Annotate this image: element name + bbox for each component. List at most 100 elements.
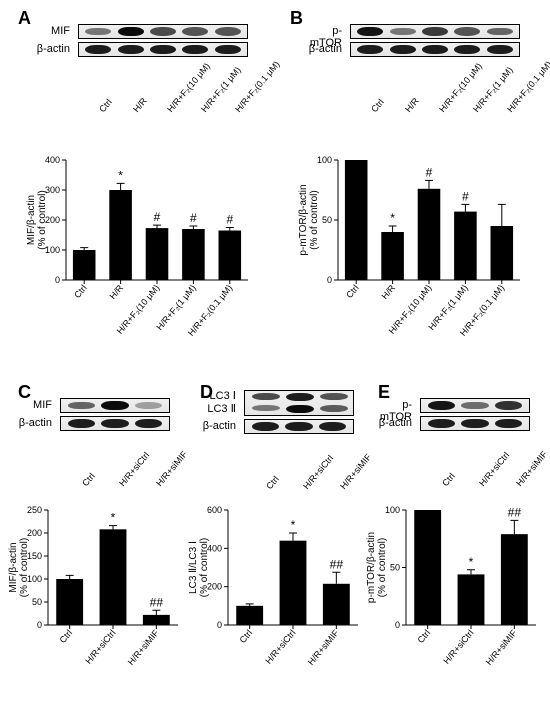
band: [182, 27, 208, 35]
svg-text:0: 0: [327, 275, 332, 285]
band: [118, 27, 144, 37]
band: [428, 401, 455, 411]
blot-strip: [350, 24, 520, 39]
band: [422, 45, 448, 54]
svg-text:0: 0: [37, 620, 42, 630]
band: [495, 419, 522, 428]
bar-chart: 050100150200250MIF/β-actin(% of control)…: [8, 498, 186, 703]
lane-labels: CtrlH/R+siCtrlH/R+siMIF: [244, 439, 354, 495]
blot-label: β-actin: [302, 43, 346, 55]
blot-label: LC3 Ⅱ: [200, 402, 240, 415]
lane-label: H/R+siMIF: [154, 449, 189, 488]
svg-text:Ctrl: Ctrl: [238, 628, 255, 645]
blot-label: β-actin: [30, 43, 74, 55]
bar-chart: 0100200300400MIF/β-actin(% of control)Ct…: [26, 148, 256, 358]
svg-text:##: ##: [330, 557, 344, 571]
svg-text:*: *: [111, 511, 116, 525]
bar: [219, 231, 242, 281]
blot-label: LC3 Ⅰ: [200, 389, 240, 402]
lane-label: H/R+siMIF: [338, 452, 373, 491]
band: [85, 45, 111, 54]
lane-label: H/R: [131, 96, 149, 114]
bar-chart: 050100p-mTOR/β-actin(% of control)Ctrl*H…: [366, 498, 544, 703]
svg-text:50: 50: [390, 563, 400, 573]
lane-labels: CtrlH/RH/R+F₂(10 μM)H/R+F₂(1 μM)H/R+F₂(0…: [78, 62, 248, 118]
svg-text:#: #: [190, 211, 197, 225]
blot-label: MIF: [30, 25, 74, 37]
bar-chart: 0200400600LC3 Ⅱ/LC3 Ⅰ(% of control)Ctrl*…: [188, 498, 366, 703]
svg-text:Ctrl: Ctrl: [344, 283, 361, 300]
lane-label: H/R+siCtrl: [117, 450, 151, 488]
svg-text:0: 0: [55, 275, 60, 285]
svg-text:H/R: H/R: [380, 282, 398, 301]
band: [286, 393, 313, 401]
svg-text:0: 0: [395, 620, 400, 630]
band: [454, 45, 480, 54]
svg-text:250: 250: [27, 505, 42, 515]
svg-text:*: *: [118, 168, 123, 182]
blot-label: β-actin: [196, 420, 240, 432]
band: [422, 27, 448, 36]
band: [285, 422, 312, 431]
svg-text:MIF/β-actin(% of control): MIF/β-actin(% of control): [26, 190, 48, 249]
band: [454, 27, 480, 35]
band: [461, 419, 488, 428]
bar: [381, 232, 404, 280]
bar: [73, 250, 96, 280]
lane-label: Ctrl: [264, 474, 281, 491]
lane-label: Ctrl: [440, 471, 457, 488]
band: [135, 419, 162, 428]
svg-text:Ctrl: Ctrl: [58, 628, 75, 645]
blot-strip: [78, 42, 248, 57]
band: [487, 45, 513, 54]
lane-labels: CtrlH/RH/R+F₂(10 μM)H/R+F₂(1 μM)H/R+F₂(0…: [350, 62, 520, 118]
svg-text:*: *: [469, 555, 474, 569]
lane-labels: CtrlH/R+siCtrlH/R+siMIF: [420, 436, 530, 492]
svg-text:H/R+siMIF: H/R+siMIF: [306, 627, 341, 667]
bar: [491, 226, 514, 280]
svg-text:100: 100: [317, 155, 332, 165]
svg-text:##: ##: [150, 595, 164, 609]
svg-text:*: *: [390, 211, 395, 225]
band: [118, 45, 144, 54]
svg-text:H/R+siMIF: H/R+siMIF: [484, 627, 519, 667]
svg-text:50: 50: [322, 215, 332, 225]
blot-label: β-actin: [12, 417, 56, 429]
blot-label: β-actin: [372, 417, 416, 429]
band: [252, 405, 279, 411]
blot-label: MIF: [12, 399, 56, 411]
svg-text:400: 400: [45, 155, 60, 165]
svg-text:#: #: [426, 165, 433, 179]
svg-text:H/R+siMIF: H/R+siMIF: [126, 627, 161, 667]
svg-text:H/R+siCtrl: H/R+siCtrl: [441, 628, 475, 666]
band: [357, 27, 383, 37]
svg-text:*: *: [291, 518, 296, 532]
bar: [56, 579, 83, 625]
band: [150, 27, 176, 35]
band: [252, 393, 279, 400]
blot-strip: [244, 419, 354, 434]
lane-label: Ctrl: [80, 471, 97, 488]
svg-text:600: 600: [207, 505, 222, 515]
band: [150, 45, 176, 54]
blot-strip: [78, 24, 248, 39]
svg-text:p-mTOR/β-actin(% of control): p-mTOR/β-actin(% of control): [298, 184, 320, 255]
band: [286, 405, 313, 413]
bar: [414, 510, 441, 625]
blot-strip: [420, 416, 530, 431]
band: [319, 422, 346, 431]
svg-text:100: 100: [385, 505, 400, 515]
band: [461, 402, 488, 410]
bar: [109, 190, 132, 280]
band: [135, 402, 162, 408]
svg-text:50: 50: [32, 597, 42, 607]
svg-text:p-mTOR/β-actin(% of control): p-mTOR/β-actin(% of control): [366, 532, 388, 603]
svg-text:H/R+siCtrl: H/R+siCtrl: [263, 628, 297, 666]
bar: [458, 574, 485, 625]
svg-text:H/R+siCtrl: H/R+siCtrl: [83, 628, 117, 666]
lane-label: H/R+siCtrl: [477, 450, 511, 488]
bar: [146, 228, 169, 280]
band: [182, 45, 208, 54]
blot-strip: [60, 398, 170, 413]
bar: [100, 529, 127, 625]
